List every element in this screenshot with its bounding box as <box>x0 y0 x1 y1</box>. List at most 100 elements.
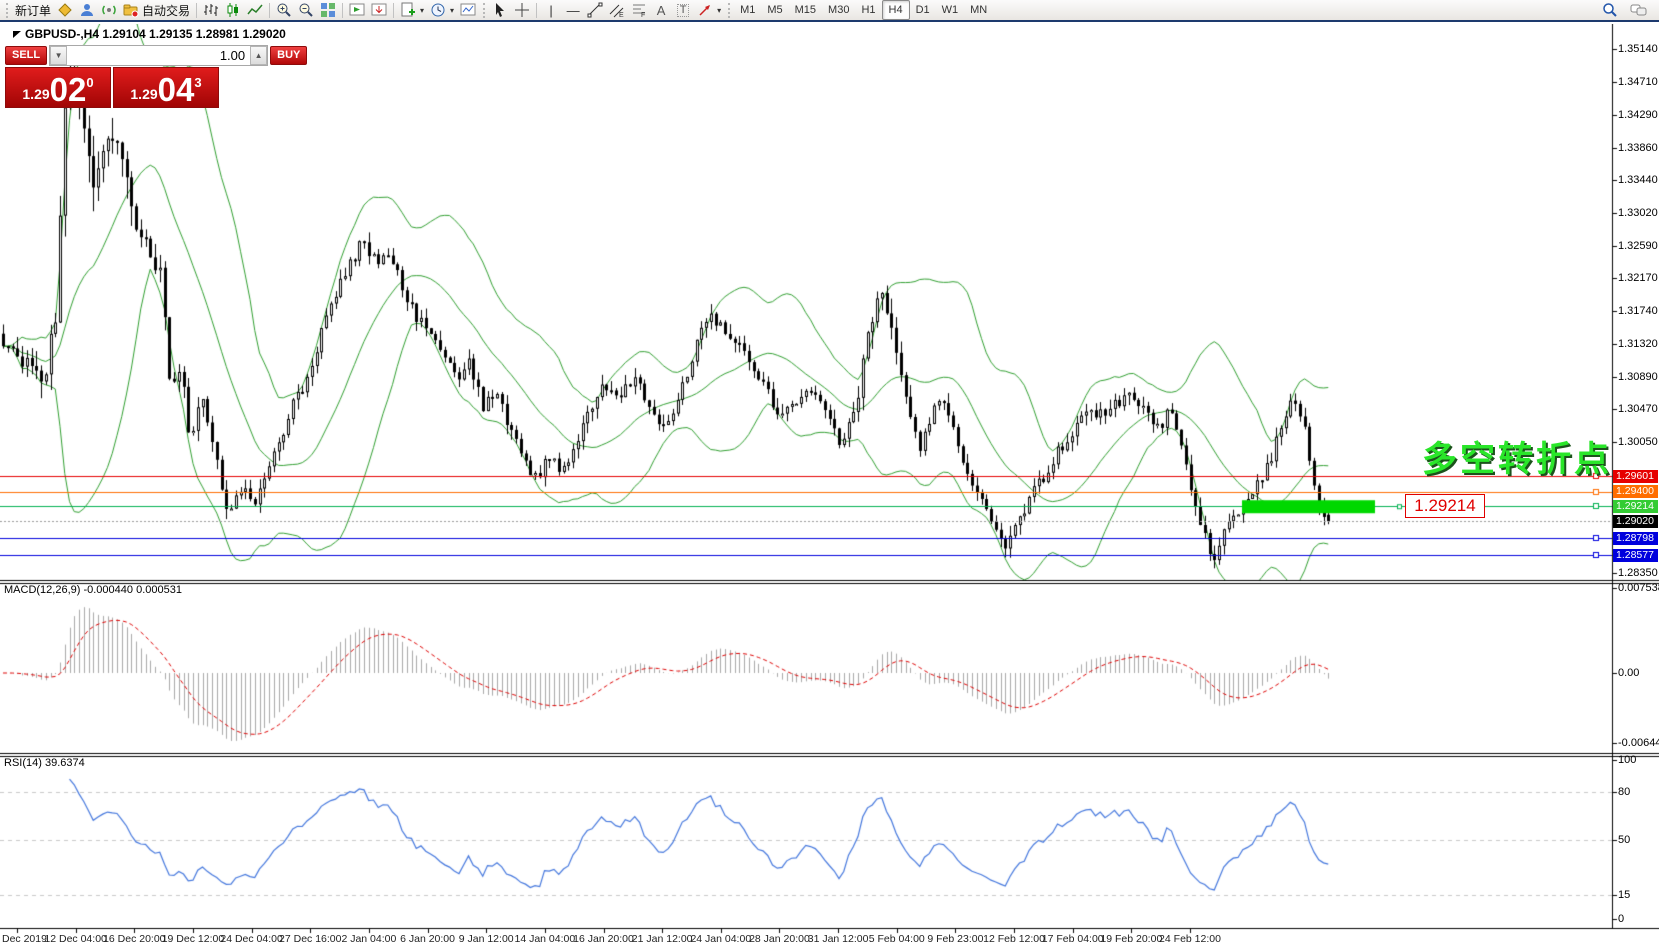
community-button[interactable] <box>76 0 98 20</box>
new-chart-button[interactable]: ▾ <box>397 0 427 20</box>
crosshair-button[interactable] <box>511 0 533 20</box>
trendline-button[interactable] <box>584 0 606 20</box>
price-tag: 1.29601 <box>1613 469 1658 483</box>
user-icon <box>81 4 94 16</box>
bar-chart-button[interactable] <box>200 0 222 20</box>
chevron-down-icon: ▾ <box>450 5 455 15</box>
time-axis-label: 19 Dec 12:00 <box>161 933 225 945</box>
rsi-axis-label: 80 <box>1618 785 1631 798</box>
cursor-button[interactable] <box>489 0 511 20</box>
macd-axis-label: 0.007538 <box>1618 582 1659 594</box>
price-axis-label: 1.31320 <box>1618 337 1658 350</box>
new-chart-icon <box>401 2 416 17</box>
zoom-out-button[interactable] <box>295 0 317 20</box>
profiles-button[interactable]: ▾ <box>427 0 457 20</box>
rsi-axis-label: 50 <box>1618 833 1631 846</box>
text-button[interactable]: A <box>650 0 672 20</box>
rsi-axis-label: 15 <box>1618 889 1631 902</box>
macd-axis-label: 0.00 <box>1618 667 1640 679</box>
search-button[interactable] <box>1599 0 1621 20</box>
templates-button[interactable] <box>457 0 479 20</box>
vertical-line-button[interactable]: | <box>540 0 562 20</box>
bar-chart-icon <box>204 4 219 16</box>
timeframe-h1-button[interactable]: H1 <box>855 0 881 20</box>
price-axis-label: 1.30890 <box>1618 370 1658 383</box>
buy-button[interactable]: BUY <box>270 45 308 65</box>
symbol-marker-icon <box>13 31 21 39</box>
clock-icon <box>431 3 445 17</box>
timeframe-mn-button[interactable]: MN <box>964 0 993 20</box>
quote-text: GBPUSD-,H4 1.29104 1.29135 1.28981 1.290… <box>25 27 286 41</box>
sell-price-base: 1.29 <box>22 86 50 102</box>
time-axis-label: Dec 2019 <box>2 933 47 945</box>
zoom-in-button[interactable] <box>273 0 295 20</box>
timeframe-h4-button[interactable]: H4 <box>881 0 910 20</box>
time-axis-label: 24 Jan 04:00 <box>690 933 752 945</box>
rsi-indicator-label: RSI(14) 39.6374 <box>4 757 85 769</box>
tile-windows-button[interactable] <box>317 0 339 20</box>
chart-quote-line: GBPUSD-,H4 1.29104 1.29135 1.28981 1.290… <box>13 27 286 41</box>
time-axis-label: 17 Feb 04:00 <box>1041 933 1104 945</box>
time-axis-label: 12 Dec 04:00 <box>44 933 107 945</box>
candlestick-icon <box>227 3 239 17</box>
timeframe-m30-button[interactable]: M30 <box>822 0 855 20</box>
timeframe-m1-button[interactable]: M1 <box>734 0 761 20</box>
price-tag: 1.29214 <box>1613 499 1658 513</box>
volume-input[interactable] <box>67 45 251 65</box>
history-center-button[interactable] <box>54 0 76 20</box>
volume-decrease-button[interactable]: ▼ <box>50 45 68 65</box>
chevron-down-icon: ▾ <box>717 5 722 15</box>
price-chart-canvas[interactable] <box>0 24 1659 947</box>
time-axis-label: 9 Jan 12:00 <box>458 933 514 945</box>
arrow-objects-icon <box>699 5 711 16</box>
new-order-button[interactable]: 新订单 <box>12 0 54 20</box>
horizontal-line-button[interactable]: — <box>562 0 584 20</box>
sell-button[interactable]: SELL <box>5 45 48 65</box>
time-axis-label: 16 Dec 20:00 <box>103 933 166 945</box>
price-axis-label: 1.33860 <box>1618 141 1658 154</box>
chat-icon <box>1630 4 1647 16</box>
zoom-in-icon <box>277 3 291 17</box>
price-axis-label: 1.35140 <box>1618 42 1658 55</box>
time-axis-label: 14 Jan 04:00 <box>514 933 576 945</box>
fibonacci-button[interactable]: F <box>628 0 650 20</box>
text-label-button[interactable]: T <box>672 0 694 20</box>
sell-price-big: 02 <box>49 71 87 108</box>
one-click-trading-panel: SELL ▼ ▲ BUY 1.29 02 0 1.29 04 3 <box>5 44 308 108</box>
timeframe-d1-button[interactable]: D1 <box>910 0 936 20</box>
autotrading-label: 自动交易 <box>142 3 191 18</box>
time-axis-label: 24 Feb 12:00 <box>1159 933 1221 945</box>
crosshair-icon <box>515 3 530 17</box>
signals-button[interactable] <box>98 0 120 20</box>
equidistant-channel-button[interactable]: E <box>606 0 628 20</box>
price-callout-label[interactable]: 1.29214 <box>1405 494 1485 518</box>
auto-scroll-button[interactable] <box>346 0 368 20</box>
rsi-axis-label: 0 <box>1618 913 1625 925</box>
chart-shift-button[interactable] <box>368 0 390 20</box>
chat-button[interactable] <box>1627 0 1651 20</box>
price-axis-label: 1.31740 <box>1618 305 1658 318</box>
price-axis-label: 1.30470 <box>1618 403 1658 416</box>
time-axis-label: 24 Dec 04:00 <box>220 933 283 945</box>
buy-price-display[interactable]: 1.29 04 3 <box>113 67 219 108</box>
timeframe-w1-button[interactable]: W1 <box>936 0 965 20</box>
arrows-button[interactable]: ▾ <box>694 0 724 20</box>
sell-price-display[interactable]: 1.29 02 0 <box>5 67 111 108</box>
gold-diamond-icon <box>58 3 72 17</box>
time-axis-label: 6 Jan 20:00 <box>400 933 455 945</box>
timeframe-m5-button[interactable]: M5 <box>761 0 788 20</box>
horizontal-line-icon: — <box>566 2 580 18</box>
buy-price-sup: 3 <box>194 75 202 90</box>
template-chart-icon <box>460 3 476 16</box>
autotrading-folder-icon <box>123 4 139 18</box>
macd-indicator-label: MACD(12,26,9) -0.000440 0.000531 <box>4 584 182 596</box>
autotrading-button[interactable]: 自动交易 <box>120 0 193 20</box>
volume-increase-button[interactable]: ▲ <box>250 45 268 65</box>
toolbar-drag-handle[interactable] <box>6 2 8 18</box>
timeframe-m15-button[interactable]: M15 <box>789 0 822 20</box>
turning-point-annotation[interactable]: 多空转折点 <box>1422 440 1613 479</box>
line-chart-button[interactable] <box>244 0 266 20</box>
candlestick-chart-button[interactable] <box>222 0 244 20</box>
price-tag: 1.28798 <box>1613 531 1658 545</box>
line-chart-icon <box>247 4 263 15</box>
